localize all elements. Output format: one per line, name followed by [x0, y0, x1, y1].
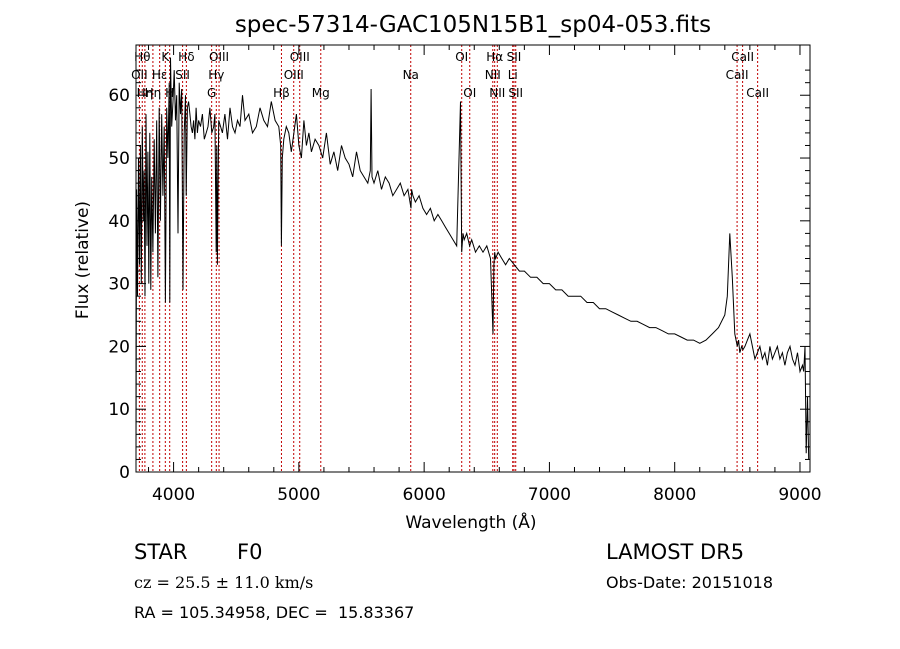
spectral-line-label: Hβ: [273, 86, 290, 100]
y-tick-label: 50: [108, 149, 130, 169]
object-class: STAR: [134, 540, 188, 564]
spectral-line-labels: OIIHθHηHηHεKHSIIHδGHγOIIIHβOIIIOIIIMgNaO…: [131, 50, 769, 100]
x-axis: 4000 5000 6000 7000 8000 9000: [148, 45, 822, 505]
x-axis-label: Wavelength (Å): [405, 511, 536, 533]
y-axis-label: Flux (relative): [73, 201, 93, 319]
survey-name: LAMOST DR5: [606, 540, 745, 564]
spectral-line-label: OIII: [209, 50, 229, 64]
object-subclass: F0: [237, 540, 263, 564]
spectral-line-label: Hη: [137, 86, 154, 100]
y-tick-label: 0: [119, 463, 130, 483]
spectral-line-label: CaII: [731, 50, 754, 64]
x-tick-label: 9000: [778, 485, 821, 505]
spectral-line-label: G: [207, 86, 216, 100]
spectral-line-label: OI: [455, 50, 468, 64]
spectral-line-label: CaII: [726, 68, 749, 82]
spectral-line-label: Na: [403, 68, 419, 82]
spectral-line-label: SII: [508, 86, 523, 100]
spectral-line-label: OIII: [284, 68, 304, 82]
spectral-line-label: Hα: [486, 50, 503, 64]
x-tick-label: 8000: [653, 485, 696, 505]
y-tick-label: 20: [108, 337, 130, 357]
spectral-line-label: Hγ: [208, 68, 224, 82]
spectral-line-label: Hθ: [134, 50, 150, 64]
spectral-line-label: K: [161, 50, 170, 64]
spectral-line-label: Mg: [312, 86, 330, 100]
spectral-line-label: CaII: [746, 86, 769, 100]
observation-date: Obs-Date: 20151018: [606, 573, 774, 592]
spectral-line-label: Hε: [152, 68, 168, 82]
spectral-line-markers: [138, 45, 759, 472]
y-tick-label: 40: [108, 212, 130, 232]
x-tick-label: 5000: [277, 485, 320, 505]
x-tick-label: 4000: [152, 485, 195, 505]
x-tick-label: 7000: [528, 485, 571, 505]
plot-frame: [135, 44, 811, 473]
spectrum-line: [135, 57, 810, 460]
spectral-line-label: NII: [489, 86, 505, 100]
spectral-line-label: OIII: [290, 50, 310, 64]
spectral-line-label: OII: [131, 68, 148, 82]
y-axis: 0 10 20 30 40 50 60: [108, 69, 810, 483]
spectral-line-label: Hδ: [178, 50, 194, 64]
chart-title: spec-57314-GAC105N15B1_sp04-053.fits: [235, 12, 711, 38]
spectral-line-label: NII: [485, 68, 501, 82]
y-tick-label: 30: [108, 275, 130, 295]
y-tick-label: 10: [108, 400, 130, 420]
x-tick-label: 6000: [403, 485, 446, 505]
spectral-line-label: Li: [508, 68, 518, 82]
spectral-line-label: OI: [463, 86, 476, 100]
y-tick-label: 60: [108, 86, 130, 106]
redshift-velocity: cz = 25.5 ± 11.0 km/s: [134, 573, 314, 592]
coordinates: RA = 105.34958, DEC = 15.83367: [134, 603, 415, 622]
spectral-line-label: Hη: [145, 86, 162, 100]
spectral-line-label: SII: [507, 50, 522, 64]
spectral-line-label: SII: [175, 68, 190, 82]
